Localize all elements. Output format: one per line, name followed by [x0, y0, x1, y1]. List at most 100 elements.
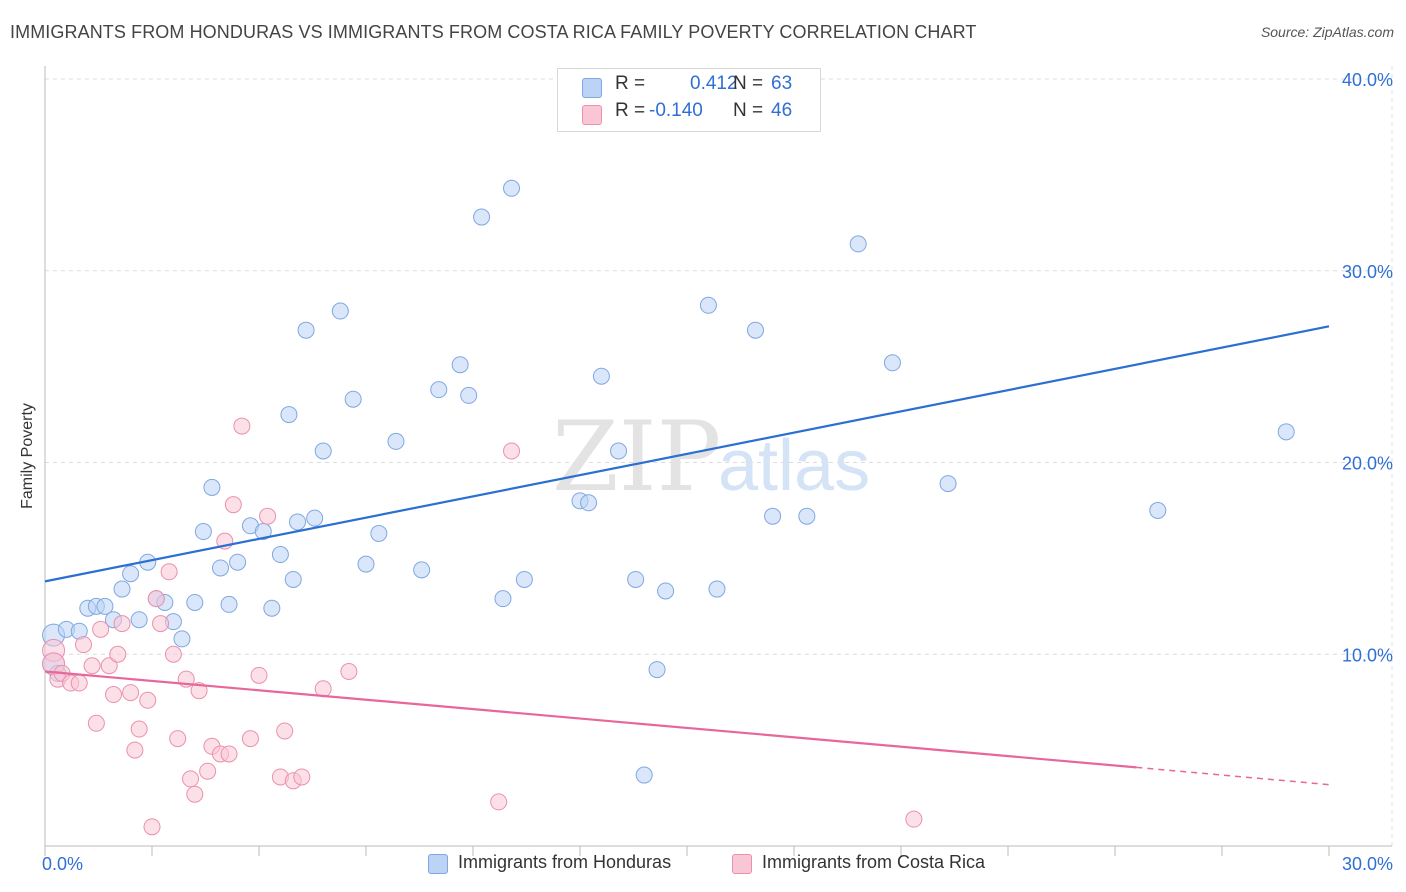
n-label: N = — [733, 73, 764, 94]
point-costa-rica — [83, 657, 101, 675]
y-tick-label: 40.0% — [1342, 70, 1393, 90]
y-tick-label: 20.0% — [1342, 454, 1393, 474]
point-costa-rica — [224, 496, 242, 514]
point-honduras — [1149, 501, 1167, 519]
trend-line-costa-rica-extrapolated — [1136, 766, 1330, 786]
point-honduras — [314, 442, 332, 460]
point-honduras — [580, 494, 598, 512]
costa-rica-swatch — [582, 105, 602, 125]
x-tick-label-min: 0.0% — [42, 854, 83, 874]
point-costa-rica — [160, 563, 178, 581]
point-costa-rica — [87, 714, 105, 732]
point-costa-rica — [75, 636, 93, 654]
point-costa-rica — [905, 810, 923, 828]
point-honduras — [430, 381, 448, 399]
point-honduras — [229, 553, 247, 571]
axes — [44, 66, 1392, 856]
trend-lines — [44, 325, 1330, 786]
point-honduras — [764, 507, 782, 525]
point-honduras — [387, 432, 405, 450]
point-honduras — [113, 580, 131, 598]
r-label: R = — [615, 100, 646, 121]
n-value: 63 — [771, 73, 793, 94]
point-costa-rica — [152, 615, 170, 633]
point-honduras — [494, 590, 512, 608]
point-honduras — [370, 524, 388, 542]
y-tick-label: 10.0% — [1342, 645, 1393, 665]
point-costa-rica — [259, 507, 277, 525]
point-costa-rica — [276, 722, 294, 740]
point-costa-rica — [199, 762, 217, 780]
point-honduras — [592, 367, 610, 385]
point-honduras — [515, 570, 533, 588]
point-costa-rica — [143, 818, 161, 836]
point-honduras — [186, 593, 204, 611]
r-label: R = — [615, 73, 646, 94]
n-label: N = — [733, 100, 764, 121]
point-honduras — [610, 442, 628, 460]
point-honduras — [746, 321, 764, 339]
point-costa-rica — [233, 417, 251, 435]
point-honduras — [451, 356, 469, 374]
point-costa-rica — [220, 745, 238, 763]
point-honduras — [297, 321, 315, 339]
point-costa-rica — [340, 663, 358, 681]
point-costa-rica — [139, 691, 157, 709]
gridlines — [45, 66, 1393, 846]
x-tick-label-max: 30.0% — [1342, 854, 1393, 874]
point-honduras — [271, 546, 289, 564]
point-honduras — [635, 766, 653, 784]
honduras-legend-label: Immigrants from Honduras — [458, 852, 672, 872]
watermark-sub: atlas — [718, 426, 870, 506]
point-honduras — [203, 478, 221, 496]
point-costa-rica — [92, 620, 110, 638]
point-costa-rica — [164, 645, 182, 663]
point-costa-rica — [250, 666, 268, 684]
correlation-legend: R = 0.412 N = 63 R = -0.140 N = 46 — [557, 68, 821, 132]
r-value: 0.412 — [690, 73, 738, 94]
point-honduras — [130, 611, 148, 629]
point-honduras — [96, 597, 114, 615]
point-honduras — [331, 302, 349, 320]
point-honduras — [460, 386, 478, 404]
point-honduras — [173, 630, 191, 648]
y-tick-label: 30.0% — [1342, 262, 1393, 282]
point-honduras — [939, 475, 957, 493]
costa-rica-legend-label: Immigrants from Costa Rica — [762, 852, 986, 872]
point-honduras — [194, 523, 212, 541]
point-honduras — [883, 354, 901, 372]
point-honduras — [648, 661, 666, 679]
honduras-swatch — [582, 78, 602, 98]
point-honduras — [306, 509, 324, 527]
point-costa-rica — [100, 657, 118, 675]
point-honduras — [503, 179, 521, 197]
point-honduras — [344, 390, 362, 408]
costa-rica-legend-swatch — [732, 854, 752, 874]
point-honduras — [849, 235, 867, 253]
data-points — [42, 179, 1295, 836]
n-value: 46 — [771, 100, 793, 121]
point-honduras — [627, 570, 645, 588]
tick-labels: 10.0% 20.0% 30.0% 40.0% 0.0% 30.0% — [42, 70, 1393, 874]
point-honduras — [657, 582, 675, 600]
watermark: ZIP atlas — [552, 401, 870, 513]
point-honduras — [263, 599, 281, 617]
point-costa-rica — [169, 730, 187, 748]
point-costa-rica — [190, 682, 208, 700]
point-honduras — [220, 595, 238, 613]
point-costa-rica — [113, 615, 131, 633]
point-honduras — [708, 580, 726, 598]
point-costa-rica — [126, 741, 144, 759]
point-costa-rica — [182, 770, 200, 788]
point-costa-rica — [130, 720, 148, 738]
point-costa-rica — [122, 684, 140, 702]
r-value: -0.140 — [649, 100, 703, 121]
point-costa-rica — [70, 674, 88, 692]
point-honduras — [284, 570, 302, 588]
trend-line-costa-rica — [44, 670, 1137, 769]
point-costa-rica — [503, 442, 521, 460]
point-honduras — [357, 555, 375, 573]
point-honduras — [1277, 423, 1295, 441]
chart-title: IMMIGRANTS FROM HONDURAS VS IMMIGRANTS F… — [10, 22, 977, 42]
source-label: Source: ZipAtlas.com — [1260, 24, 1394, 40]
